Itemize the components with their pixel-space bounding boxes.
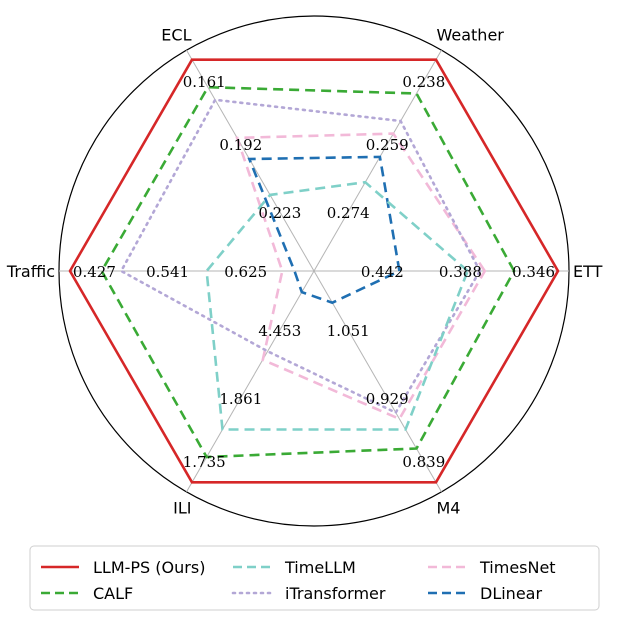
legend-label-llm-ps-ours: LLM-PS (Ours)	[93, 558, 205, 577]
axis-label-ecl: ECL	[161, 26, 191, 45]
tick-label-m4-3: 1.051	[327, 322, 370, 340]
series-dlinear	[247, 155, 401, 305]
tick-label-ecl-2: 0.192	[219, 136, 262, 154]
tick-label-ecl-3: 0.223	[258, 204, 301, 222]
legend-label-timesnet: TimesNet	[479, 558, 556, 577]
radar-series	[68, 58, 560, 484]
spoke-m4	[313, 270, 442, 493]
tick-label-traffic-1: 0.427	[73, 263, 116, 281]
series-timesnet	[235, 132, 487, 421]
tick-label-traffic-2: 0.541	[146, 263, 189, 281]
tick-label-ett-1: 0.346	[512, 263, 555, 281]
axis-label-weather: Weather	[437, 26, 505, 45]
radar-axis-labels: ETT Weather ECL Traffic ILI M4	[6, 26, 603, 518]
tick-label-weather-1: 0.238	[402, 73, 445, 91]
legend-label-itransformer: iTransformer	[285, 584, 386, 603]
spoke-ili	[186, 270, 315, 493]
axis-label-m4: M4	[437, 498, 461, 517]
legend-label-dlinear: DLinear	[480, 584, 542, 603]
series-itransformer	[119, 98, 482, 415]
series-timellm	[205, 180, 470, 431]
radar-tick-labels: 0.346 0.388 0.442 0.238 0.259 0.274 0.161 0.192…	[73, 73, 555, 471]
tick-label-m4-2: 0.929	[366, 390, 409, 408]
tick-label-ili-1: 1.735	[183, 453, 226, 471]
tick-label-ili-3: 4.453	[258, 322, 301, 340]
radar-grid	[58, 15, 570, 527]
tick-label-ett-2: 0.388	[439, 263, 482, 281]
axis-label-ili: ILI	[173, 498, 191, 517]
tick-label-ecl-1: 0.161	[183, 73, 226, 91]
axis-label-traffic: Traffic	[6, 262, 55, 281]
tick-label-ili-2: 1.861	[219, 390, 262, 408]
legend-label-timellm: TimeLLM	[284, 558, 356, 577]
axis-label-ett: ETT	[573, 262, 603, 281]
series-calf	[100, 85, 516, 459]
tick-label-weather-2: 0.259	[366, 136, 409, 154]
legend: LLM-PS (Ours) CALF TimeLLM iTransformer Time…	[29, 545, 600, 611]
series-llm-ps-ours	[68, 58, 560, 484]
legend-label-calf: CALF	[93, 584, 133, 603]
tick-label-traffic-3: 0.625	[224, 263, 267, 281]
tick-label-m4-1: 0.839	[402, 453, 445, 471]
tick-label-weather-3: 0.274	[327, 204, 370, 222]
tick-label-ett-3: 0.442	[361, 263, 404, 281]
spoke-weather	[313, 49, 442, 272]
